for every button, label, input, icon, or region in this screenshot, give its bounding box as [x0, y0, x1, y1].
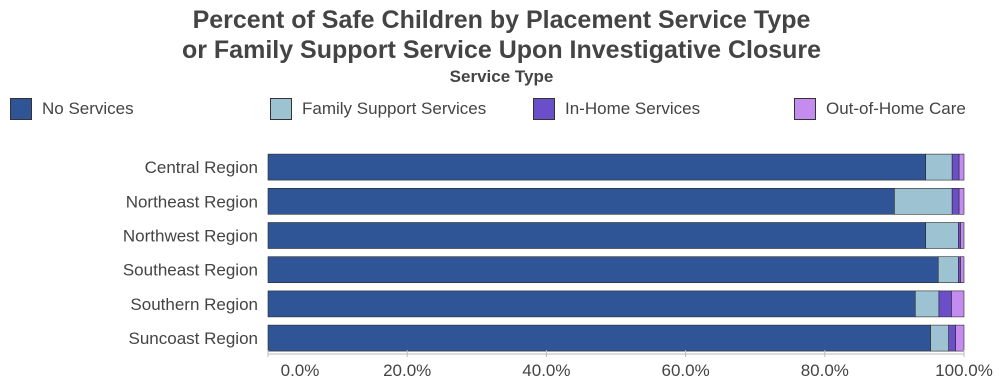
x-tick-label: 100.0% [935, 361, 993, 380]
bar-segment-1 [267, 188, 895, 215]
category-label: Suncoast Region [129, 329, 258, 348]
legend-swatch [270, 98, 292, 120]
bar-segment-3 [958, 222, 961, 249]
category-label: Northeast Region [126, 192, 258, 211]
bar-segment-3 [951, 188, 960, 215]
x-tick-label: 60.0% [661, 361, 709, 380]
bar-segment-3 [958, 256, 961, 284]
x-tick-label: 80.0% [801, 361, 849, 380]
x-tick-label: 20.0% [383, 361, 431, 380]
legend-item-family-support-services[interactable]: Family Support Services [270, 97, 486, 121]
bar-segment-1 [267, 290, 916, 318]
bar-segment-2 [937, 256, 959, 284]
category-label: Southern Region [130, 295, 258, 314]
category-label: Southeast Region [123, 261, 258, 280]
bar-segment-1 [267, 222, 927, 249]
bar-segment-1 [267, 324, 931, 352]
bar-segment-2 [894, 188, 953, 215]
bar-segment-1 [267, 256, 939, 284]
bar-segment-3 [951, 153, 960, 181]
bar-segment-3 [938, 290, 952, 318]
bar-segment-2 [930, 324, 949, 352]
x-tick-label: 40.0% [522, 361, 570, 380]
legend-label: Out-of-Home Care [826, 99, 966, 118]
legend-item-in-home-services[interactable]: In-Home Services [533, 97, 700, 121]
bar-segment-1 [267, 153, 927, 181]
bar-segment-4 [958, 188, 965, 215]
legend-label: No Services [42, 99, 134, 118]
legend-item-no-services[interactable]: No Services [10, 97, 134, 121]
x-tick-label: 0.0% [281, 361, 320, 380]
chart-title-line-2: or Family Support Service Upon Investiga… [181, 36, 822, 64]
legend-label: In-Home Services [565, 99, 701, 118]
chart-title-line-1: Percent of Safe Children by Placement Se… [192, 6, 811, 34]
category-label: Central Region [145, 158, 258, 177]
bar-segment-4 [951, 290, 965, 318]
legend-title: Service Type [449, 67, 554, 86]
bar-segment-2 [914, 290, 940, 318]
bar-segment-3 [948, 324, 956, 352]
legend-label: Family Support Services [302, 99, 487, 118]
bar-segment-4 [960, 256, 965, 284]
bar-segment-4 [960, 222, 965, 249]
bar-segment-2 [925, 222, 959, 249]
legend-swatch [10, 98, 32, 120]
category-label: Northwest Region [123, 227, 258, 246]
bar-segment-2 [925, 153, 953, 181]
legend-swatch [794, 98, 816, 120]
legend-item-out-of-home-care[interactable]: Out-of-Home Care [794, 97, 966, 121]
bar-segment-4 [955, 324, 965, 352]
bar-segment-4 [958, 153, 965, 181]
legend-swatch [533, 98, 555, 120]
